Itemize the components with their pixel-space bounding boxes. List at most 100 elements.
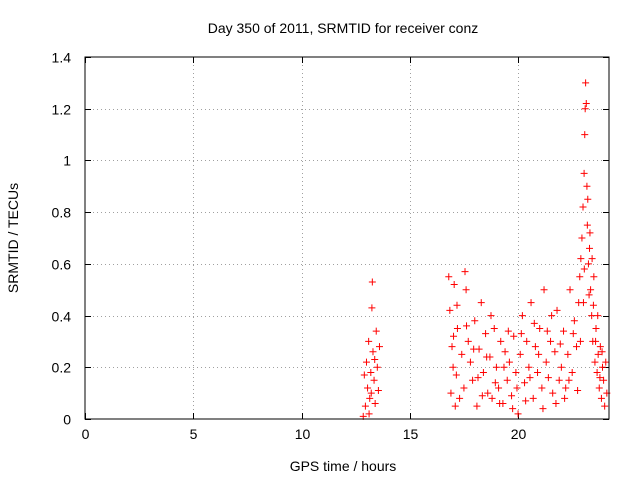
x-tick-label: 15 [403, 426, 419, 442]
data-point [365, 410, 373, 418]
data-point [496, 399, 504, 407]
data-point [450, 281, 458, 289]
data-point [560, 327, 568, 335]
data-point [548, 312, 556, 320]
data-point [568, 368, 576, 376]
data-point [576, 337, 584, 345]
y-tick-label: 1.2 [52, 102, 72, 118]
data-point [565, 376, 573, 384]
data-point [510, 332, 518, 340]
data-point [517, 330, 525, 338]
data-point [596, 343, 604, 351]
data-point [576, 273, 584, 281]
data-point [540, 286, 548, 294]
data-point [523, 337, 531, 345]
data-point [453, 301, 461, 309]
data-point [602, 358, 610, 366]
data-point [569, 330, 577, 338]
data-point [366, 394, 374, 402]
data-point [551, 348, 559, 356]
data-point [361, 402, 369, 410]
x-tick-label: 20 [511, 426, 527, 442]
data-point [360, 371, 368, 379]
data-point [478, 392, 486, 400]
data-point [556, 340, 564, 348]
data-point [501, 348, 509, 356]
data-point [570, 317, 578, 325]
data-point [553, 306, 561, 314]
data-point [539, 405, 547, 413]
y-tick-label: 0.8 [52, 205, 72, 221]
x-tick-label: 0 [82, 426, 90, 442]
data-point [488, 394, 496, 402]
data-point [497, 337, 505, 345]
data-point [583, 221, 591, 229]
data-point [594, 312, 602, 320]
data-point [518, 312, 526, 320]
data-point [373, 363, 381, 371]
data-point [591, 358, 599, 366]
data-point [512, 368, 520, 376]
data-point [364, 384, 372, 392]
data-point [368, 304, 376, 312]
y-tick-label: 0.4 [52, 309, 72, 325]
data-point [538, 384, 546, 392]
data-point [555, 376, 563, 384]
data-point [508, 392, 516, 400]
data-point [589, 301, 597, 309]
x-tick-label: 5 [190, 426, 198, 442]
data-point [374, 387, 382, 395]
data-point [466, 358, 474, 366]
data-point [477, 299, 485, 307]
data-point [562, 384, 570, 392]
data-point [573, 343, 581, 351]
data-point [474, 374, 482, 382]
data-point [580, 169, 588, 177]
data-point [460, 384, 468, 392]
y-axis-label: SRMTID / TECUs [5, 183, 21, 293]
chart-title: Day 350 of 2011, SRMTID for receiver con… [208, 20, 479, 36]
data-point [513, 384, 521, 392]
data-point [574, 387, 582, 395]
data-point [521, 379, 529, 387]
data-point [516, 350, 524, 358]
data-point [456, 394, 464, 402]
data-point [544, 374, 552, 382]
data-point [509, 405, 517, 413]
data-point [598, 348, 606, 356]
data-point [530, 319, 538, 327]
data-point [367, 368, 375, 376]
data-point [464, 337, 472, 345]
data-point [471, 317, 479, 325]
data-point [490, 325, 498, 332]
data-point [462, 286, 470, 294]
data-point [547, 337, 555, 345]
y-tick-label: 0 [63, 412, 71, 428]
data-point [500, 363, 508, 371]
data-point [601, 402, 609, 410]
data-point [534, 368, 542, 376]
data-point [453, 325, 461, 332]
data-point [492, 363, 500, 371]
data-point [543, 327, 551, 335]
data-point [578, 234, 586, 242]
data-point [458, 350, 466, 358]
data-point [446, 306, 454, 314]
data-point [470, 345, 478, 353]
data-point [451, 402, 459, 410]
data-point [469, 376, 477, 384]
data-point [592, 325, 600, 332]
data-point [582, 79, 590, 87]
data-point [522, 397, 530, 405]
data-point [514, 410, 522, 418]
data-point [584, 260, 592, 268]
data-point [564, 350, 572, 358]
data-point [581, 131, 589, 139]
y-tick-label: 1.4 [52, 50, 72, 66]
data-point [583, 182, 591, 190]
data-point [450, 332, 458, 340]
data-point [542, 358, 550, 366]
y-tick-label: 1 [63, 153, 71, 169]
data-point [487, 312, 495, 320]
